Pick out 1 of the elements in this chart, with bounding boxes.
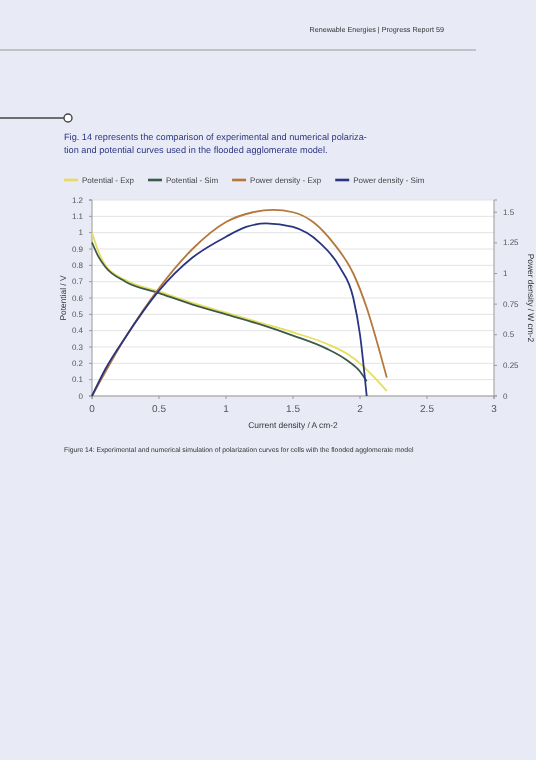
line-series xyxy=(91,241,368,383)
